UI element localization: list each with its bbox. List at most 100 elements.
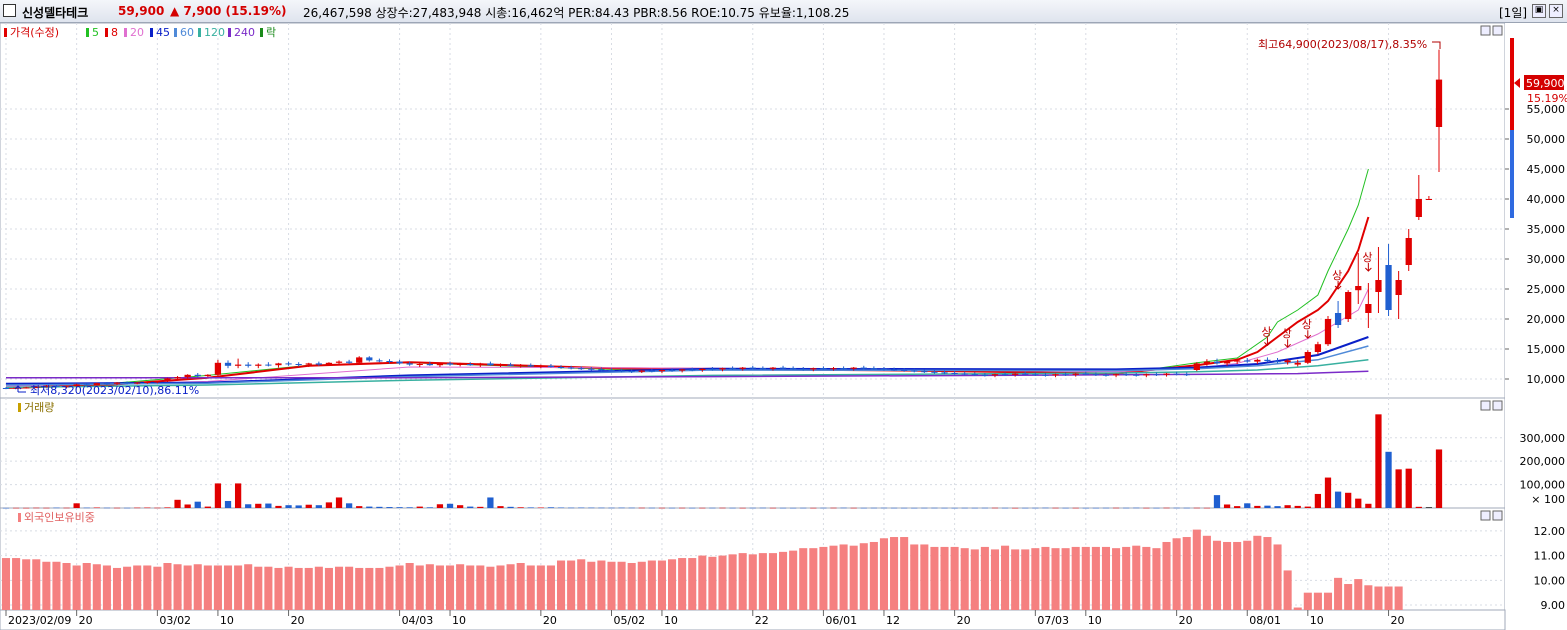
candle (23, 386, 30, 389)
volume-bar (1274, 506, 1281, 508)
volume-bar (305, 504, 312, 508)
volume-bar (356, 506, 363, 508)
foreign-ratio-bars (1, 529, 1403, 610)
foreign-bar (900, 537, 909, 610)
candle (406, 361, 413, 366)
close-icon[interactable]: × (1549, 4, 1563, 18)
candle (1133, 373, 1140, 377)
volume-bar (245, 504, 252, 508)
candle-body (1102, 374, 1110, 376)
x-tick-label: 10 (664, 614, 678, 627)
candle (477, 362, 484, 367)
candle (1032, 372, 1039, 376)
candle (456, 362, 464, 367)
foreign-bar (577, 559, 586, 610)
volume-bar (103, 507, 111, 509)
candle-body (234, 364, 242, 366)
candle-body (1334, 313, 1342, 325)
volume-bar (255, 503, 262, 508)
candle (971, 372, 978, 376)
foreign-bar (213, 565, 222, 610)
restore-icon[interactable]: ▣ (1532, 4, 1546, 18)
candle (689, 367, 696, 372)
high-arrow-icon (1432, 41, 1441, 49)
foreign-bar (102, 565, 111, 610)
candle-body (860, 367, 867, 369)
volume-bar (567, 507, 575, 509)
foreign-bar (728, 554, 737, 610)
x-tick-label: 20 (957, 614, 971, 627)
foreign-bar (1162, 541, 1171, 610)
volume-bar (1234, 506, 1241, 508)
candle-body (1355, 286, 1362, 291)
foreign-pane-close-icon[interactable] (1492, 510, 1503, 521)
price-pane-close-icon[interactable] (1492, 25, 1503, 36)
candle-body (820, 368, 827, 370)
candle-body (467, 364, 474, 366)
candle (366, 356, 373, 362)
price-tick-label: 25,000 (1527, 283, 1566, 296)
price-tick-label: 20,000 (1527, 313, 1566, 326)
candle-body (769, 367, 777, 369)
candle-body (43, 385, 50, 387)
foreign-pane-restore-icon[interactable] (1480, 510, 1491, 521)
candle-body (1001, 374, 1009, 376)
volume-bar (1425, 507, 1433, 508)
volume-bar (325, 502, 333, 508)
candle-body (113, 382, 121, 384)
volume-bar (921, 507, 928, 509)
foreign-bar (587, 561, 596, 610)
volume-bar (63, 507, 70, 509)
candle-body (991, 374, 999, 376)
volume-pane-restore-icon[interactable] (1480, 400, 1491, 411)
upper-limit-label: 상 (1302, 318, 1312, 331)
candle (305, 362, 312, 367)
candle-body (739, 367, 746, 369)
x-tick-label: 20 (79, 614, 93, 627)
upper-limit-label: 상 (1282, 327, 1292, 340)
volume-pane-close-icon[interactable] (1492, 400, 1503, 411)
candle (840, 366, 847, 370)
candle (1042, 373, 1049, 377)
price-tick-label: 45,000 (1527, 163, 1566, 176)
volume-bar (759, 507, 766, 509)
candle (1183, 372, 1190, 376)
period-selector[interactable]: [1일] (1499, 6, 1528, 20)
candle-body (1274, 361, 1281, 363)
candle-body (416, 364, 423, 365)
foreign-bar (506, 564, 515, 610)
volume-bar (426, 507, 433, 508)
foreign-bar (1293, 607, 1302, 610)
foreign-bar (324, 567, 333, 610)
price-legend: 가격(수정) 5 8 20 45 60 120 240 락 (4, 26, 276, 39)
foreign-bar (698, 555, 707, 610)
low-annotation: 최저8,320(2023/02/10),86.11% (30, 384, 199, 397)
foreign-bar (496, 565, 505, 610)
volume-bar (53, 507, 60, 509)
candle (618, 368, 625, 373)
volume-bar (436, 504, 444, 508)
candle (547, 364, 555, 368)
volume-bar (911, 507, 918, 509)
volume-bar (1284, 505, 1291, 508)
upper-limit-label: 상 (1332, 269, 1342, 282)
candle-body (870, 368, 878, 370)
candle-body (1163, 373, 1170, 375)
x-tick-label: 22 (755, 614, 769, 627)
select-checkbox[interactable] (3, 4, 16, 17)
foreign-bar (1071, 546, 1080, 610)
foreign-bar (486, 566, 495, 610)
foreign-bar (274, 567, 283, 610)
candle-body (537, 365, 544, 367)
foreign-bar (1313, 592, 1322, 610)
price-pane-restore-icon[interactable] (1480, 25, 1491, 36)
volume-bar (73, 503, 80, 508)
foreign-bar (163, 563, 172, 610)
candle-body (134, 382, 141, 384)
candle-body (1284, 360, 1291, 363)
candle (941, 370, 948, 375)
volume-bar (1082, 507, 1089, 509)
low-arrow-icon (14, 385, 26, 393)
volume-bar (204, 506, 211, 508)
candle (487, 361, 494, 366)
